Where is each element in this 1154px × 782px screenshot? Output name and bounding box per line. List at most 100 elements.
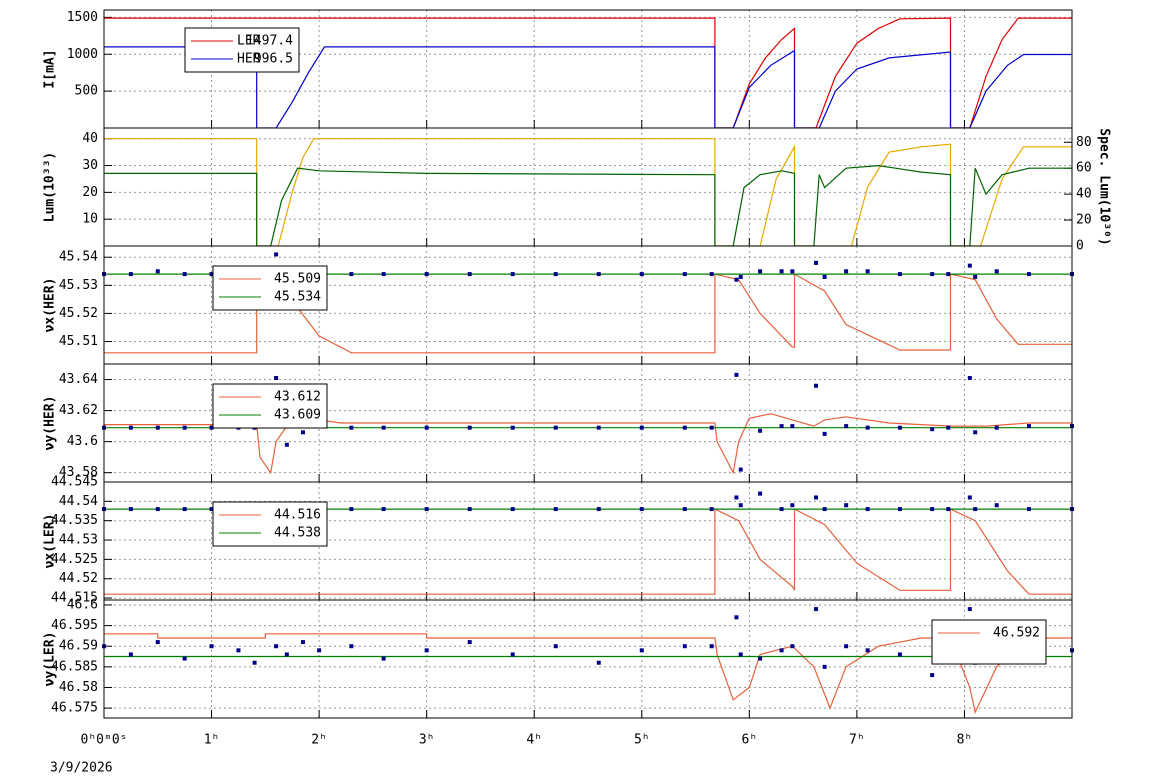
data-point xyxy=(973,274,978,279)
data-point xyxy=(1026,507,1031,512)
data-point xyxy=(946,425,951,430)
data-point xyxy=(510,425,515,430)
data-point xyxy=(467,640,472,645)
data-point xyxy=(779,269,784,274)
y-tick-label: 43.58 xyxy=(59,465,98,480)
data-point xyxy=(467,272,472,277)
data-point xyxy=(734,495,739,500)
data-point xyxy=(155,640,160,645)
data-point xyxy=(317,648,322,653)
legend-value: 44.516 xyxy=(274,508,321,523)
data-point xyxy=(994,425,999,430)
data-point xyxy=(349,272,354,277)
data-point xyxy=(128,425,133,430)
data-point xyxy=(274,644,279,649)
data-point xyxy=(209,425,214,430)
legend-box xyxy=(212,383,328,429)
data-point xyxy=(182,425,187,430)
data-point xyxy=(284,652,289,657)
data-point xyxy=(252,660,257,665)
data-point xyxy=(844,424,849,429)
data-point xyxy=(639,648,644,653)
data-point xyxy=(758,656,763,661)
data-point xyxy=(639,425,644,430)
data-point xyxy=(734,615,739,620)
data-point xyxy=(822,507,827,512)
data-point xyxy=(553,272,558,277)
x-tick-label: 0ʰ0ᵐ0ˢ xyxy=(81,733,128,748)
data-point xyxy=(790,644,795,649)
data-point xyxy=(209,507,214,512)
data-point xyxy=(381,507,386,512)
data-point xyxy=(182,272,187,277)
data-point xyxy=(930,673,935,678)
data-point xyxy=(994,269,999,274)
x-tick-label: 7ʰ xyxy=(849,733,865,748)
data-point xyxy=(639,507,644,512)
date-label: 3/9/2026 xyxy=(50,761,113,776)
legend-box xyxy=(931,619,1047,665)
data-point xyxy=(865,648,870,653)
data-point xyxy=(779,507,784,512)
data-point xyxy=(822,664,827,669)
data-point xyxy=(381,425,386,430)
x-tick-label: 6ʰ xyxy=(742,733,758,748)
data-point xyxy=(844,644,849,649)
data-point xyxy=(844,503,849,508)
data-point xyxy=(822,431,827,436)
series-line xyxy=(104,633,1072,715)
data-point xyxy=(897,425,902,430)
data-point xyxy=(930,272,935,277)
data-point xyxy=(596,272,601,277)
data-point xyxy=(973,507,978,512)
data-point xyxy=(424,272,429,277)
y-tick-label: 10 xyxy=(82,212,98,227)
data-point xyxy=(300,430,305,435)
data-point xyxy=(209,644,214,649)
data-point xyxy=(128,507,133,512)
data-point xyxy=(1026,272,1031,277)
y-tick-label: 46.59 xyxy=(59,639,98,654)
data-point xyxy=(814,383,819,388)
data-point xyxy=(424,648,429,653)
y2-tick-label: 0 xyxy=(1076,239,1084,254)
legend-value: 45.509 xyxy=(274,272,321,287)
data-point xyxy=(790,503,795,508)
data-point xyxy=(639,272,644,277)
data-point xyxy=(467,425,472,430)
data-point xyxy=(553,425,558,430)
legend-value: 45.534 xyxy=(274,290,321,305)
data-point xyxy=(349,507,354,512)
data-point xyxy=(182,656,187,661)
data-point xyxy=(734,372,739,377)
x-tick-label: 8ʰ xyxy=(957,733,973,748)
data-point xyxy=(300,640,305,645)
data-point xyxy=(274,375,279,380)
y2-tick-label: 40 xyxy=(1076,187,1092,202)
y-tick-label: 20 xyxy=(82,185,98,200)
y-tick-label: 43.6 xyxy=(67,434,98,449)
panel-background xyxy=(104,600,1072,718)
y-tick-label: 46.575 xyxy=(51,701,98,716)
data-point xyxy=(682,272,687,277)
data-point xyxy=(424,507,429,512)
legend-value: 996.5 xyxy=(254,52,293,67)
data-point xyxy=(510,652,515,657)
y-axis-label: Lum(10³³) xyxy=(43,152,58,222)
data-point xyxy=(946,272,951,277)
data-point xyxy=(510,507,515,512)
data-point xyxy=(128,272,133,277)
data-point xyxy=(967,607,972,612)
y-tick-label: 45.54 xyxy=(59,250,98,265)
legend-value: 46.592 xyxy=(993,626,1040,641)
data-point xyxy=(349,425,354,430)
data-point xyxy=(738,652,743,657)
legend-value: 44.538 xyxy=(274,526,321,541)
data-point xyxy=(510,272,515,277)
y-tick-label: 44.525 xyxy=(51,552,98,567)
data-point xyxy=(865,269,870,274)
data-point xyxy=(182,507,187,512)
data-point xyxy=(814,495,819,500)
series-line xyxy=(104,413,1072,475)
